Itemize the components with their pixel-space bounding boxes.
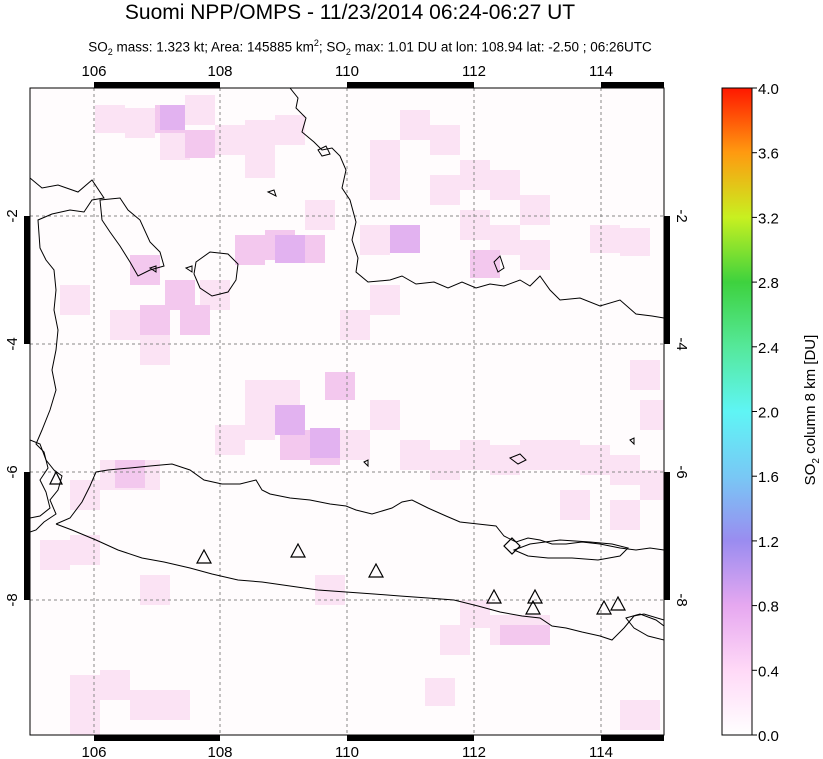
so2-mass-text: mass: 1.323 kt; Area: 145885 km [112,39,314,55]
volcano-markers [49,470,627,615]
graticule [30,88,664,735]
colorbar-tick: 0.4 [758,663,779,680]
lat-tick: -4 [4,337,21,350]
triangle-icon [367,562,385,578]
lon-tick: 112 [462,63,486,80]
lat-tick: -2 [673,209,690,222]
triangle-icon [49,470,63,485]
colorbar-tick: 3.2 [758,210,779,227]
colorbar [721,87,753,736]
lon-tick: 112 [462,744,486,759]
lat-tick: -6 [673,465,690,478]
lat-tick: -2 [4,209,21,222]
so2-max-subscript: 2 [345,47,351,58]
lon-tick: 110 [335,63,359,80]
triangle-icon [609,595,627,611]
triangle-icon [195,548,213,564]
so2-pixel-layer [40,95,664,735]
lat-tick: -6 [4,465,21,478]
lat-tick: -8 [4,593,21,606]
colorbar-tick: 4.0 [758,81,779,98]
lon-labels-bottom: 106 108 110 112 114 [81,744,612,759]
lat-labels-right: -2 -4 -6 -8 [673,209,690,606]
lat-tick: -4 [673,337,690,350]
colorbar-tick: 0.0 [758,728,779,745]
triangle-icon [289,542,307,558]
map-title: Suomi NPP/OMPS - 11/23/2014 06:24-06:27 … [124,1,576,24]
colorbar-tick: 2.0 [758,405,779,422]
lon-tick: 114 [589,744,613,759]
triangle-icon [485,588,503,604]
colorbar-ticks [752,87,757,736]
lon-tick: 106 [81,744,106,759]
lon-labels-top: 106 108 110 112 114 [81,63,612,80]
triangle-icon [595,599,613,615]
so2-max-label: ; SO [318,39,346,55]
colorbar-tick: 1.6 [758,469,779,486]
so2-max-text: max: 1.01 DU at lon: 108.94 lat: -2.50 ;… [350,39,652,55]
triangle-icon [524,599,542,615]
diamond-icon [503,537,521,555]
colorbar-tick: 3.6 [758,146,779,163]
coastlines [30,88,664,641]
map-subtitle: SO2 mass: 1.323 kt; Area: 145885 km2; SO… [0,34,740,61]
lat-tick: -8 [673,593,690,606]
lon-tick: 106 [81,63,106,80]
frame-ticks [24,82,670,741]
colorbar-tick: 2.8 [758,275,779,292]
colorbar-tick: 2.4 [758,340,779,357]
colorbar-title: SO2 column 8 km [DU] [802,335,822,486]
colorbar-tick: 0.8 [758,599,779,616]
colorbar-labels: 4.0 3.6 3.2 2.8 2.4 2.0 1.6 1.2 0.8 0.4 … [758,81,779,745]
colorbar-tick: 1.2 [758,534,779,551]
lon-tick: 114 [589,63,613,80]
lon-tick: 108 [207,63,232,80]
lon-tick: 108 [207,744,232,759]
lat-labels-left: -2 -4 -6 -8 [4,209,21,606]
triangle-icon [526,588,544,604]
lon-tick: 110 [335,744,359,759]
km2-superscript: 2 [313,38,319,48]
so2-label: SO [88,39,108,55]
so2-subscript: 2 [107,47,113,58]
